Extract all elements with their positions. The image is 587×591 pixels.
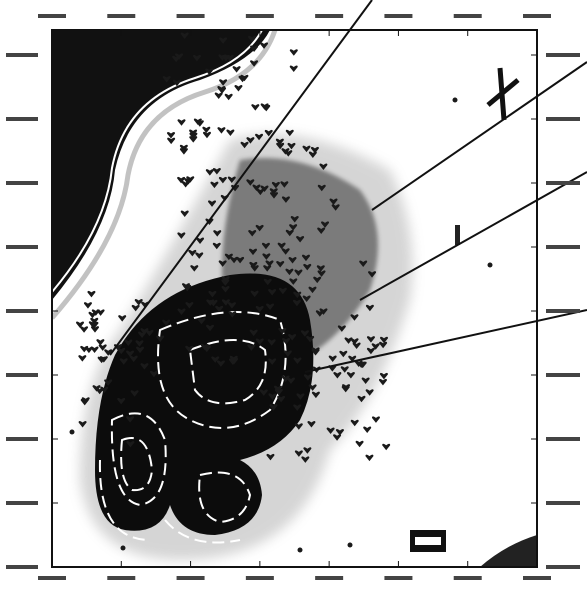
label-blob: [246, 14, 274, 18]
label-blob: [523, 576, 551, 580]
label-blob: [546, 501, 580, 505]
marker: [453, 98, 458, 103]
label-blob: [6, 437, 38, 441]
label-blob: [6, 245, 38, 249]
feature-bar: [455, 225, 460, 245]
marker: [298, 548, 303, 553]
label-blob: [6, 117, 38, 121]
marker: [348, 543, 353, 548]
label-blob: [546, 117, 580, 121]
label-blob: [454, 576, 482, 580]
label-blob: [546, 437, 580, 441]
label-blob: [177, 576, 205, 580]
marker: [70, 430, 75, 435]
marker: [121, 546, 126, 551]
label-blob: [546, 373, 580, 377]
label-blob: [315, 14, 343, 18]
label-blob: [6, 373, 38, 377]
label-blob: [546, 309, 580, 313]
label-blob: [38, 576, 66, 580]
label-blob: [546, 245, 580, 249]
label-blob: [107, 14, 135, 18]
marker: [488, 263, 493, 268]
label-blob: [38, 14, 66, 18]
label-blob: [6, 565, 38, 569]
label-blob: [107, 576, 135, 580]
label-blob: [6, 181, 38, 185]
label-blob: [246, 576, 274, 580]
page: (() => { const svg = document.getElement…: [0, 0, 587, 591]
label-blob: [546, 565, 580, 569]
label-blob: [6, 53, 38, 57]
label-blob: [546, 181, 580, 185]
label-blob: [384, 14, 412, 18]
label-blob: [546, 53, 580, 57]
label-blob: [6, 309, 38, 313]
label-blob: [384, 576, 412, 580]
label-blob: [454, 14, 482, 18]
label-blob: [315, 576, 343, 580]
map-figure: [0, 0, 587, 591]
label-blob: [177, 14, 205, 18]
label-blob: [6, 501, 38, 505]
legend-box-inner: [415, 537, 441, 545]
label-blob: [523, 14, 551, 18]
